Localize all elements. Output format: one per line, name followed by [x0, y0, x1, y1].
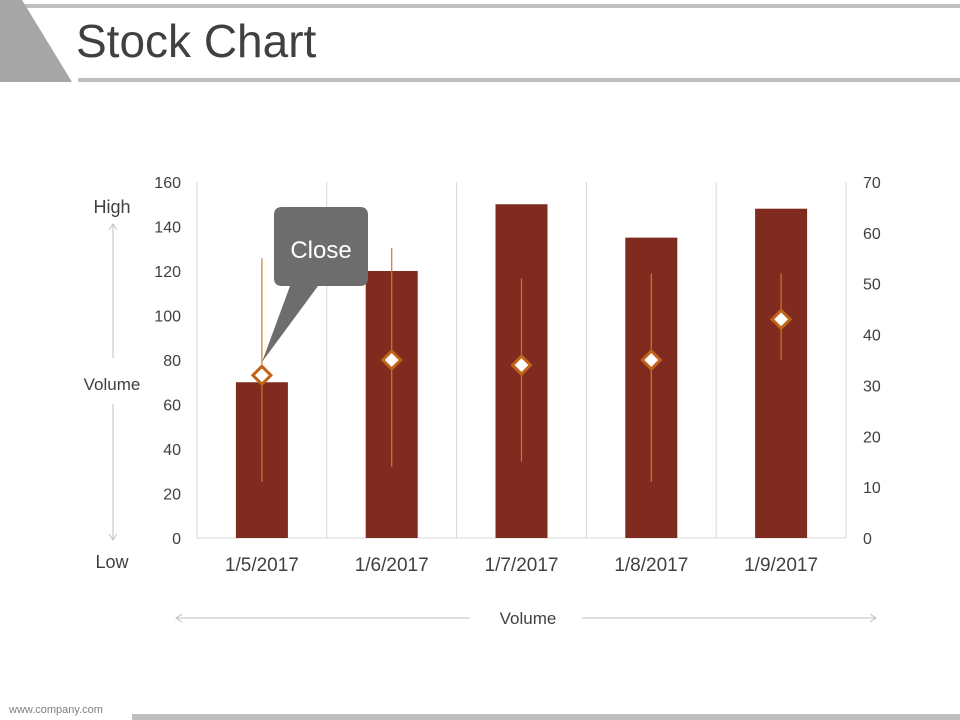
close-marker — [380, 348, 403, 372]
y-left-tick-label: 20 — [163, 487, 181, 504]
top-rule — [0, 4, 960, 8]
high-arrow-head — [108, 223, 118, 231]
high-label: High — [93, 197, 130, 217]
close-marker — [640, 348, 663, 372]
y-right-tick-label: 10 — [863, 480, 881, 497]
y-left-tick-label: 80 — [163, 353, 181, 370]
page-title: Stock Chart — [76, 15, 317, 67]
volume-bottom-label: Volume — [500, 609, 557, 628]
y-left-tick-label: 120 — [154, 264, 181, 281]
low-label: Low — [95, 552, 129, 572]
y-left-tick-label: 0 — [172, 531, 181, 548]
close-marker — [250, 364, 274, 387]
footer-url: www.company.com — [9, 704, 103, 716]
close-callout-label: Close — [290, 237, 351, 264]
close-callout — [262, 207, 368, 362]
y-right-tick-label: 30 — [863, 378, 881, 395]
x-tick-label: 1/7/2017 — [485, 555, 559, 576]
stock-chart: High Volume Low Close 1/5/2017 1/6/2017 1/… — [84, 175, 881, 628]
low-arrow-head — [108, 533, 118, 541]
x-tick-label: 1/6/2017 — [355, 555, 429, 576]
y-right-tick-label: 70 — [863, 175, 881, 192]
y-left-tick-label: 140 — [154, 220, 181, 237]
y-right-tick-label: 60 — [863, 226, 881, 243]
close-marker — [510, 353, 533, 377]
volume-arrow-left-head — [175, 613, 183, 623]
x-tick-label: 1/8/2017 — [614, 555, 688, 576]
y-right-tick-label: 20 — [863, 429, 881, 446]
y-right-tick-label: 0 — [863, 531, 872, 548]
volume-bar — [755, 208, 808, 538]
close-marker — [769, 308, 793, 331]
y-left-tick-label: 60 — [163, 398, 181, 415]
y-right-tick-label: 50 — [863, 277, 881, 294]
y-left-tick-label: 100 — [154, 309, 181, 326]
x-tick-label: 1/9/2017 — [744, 555, 818, 576]
volume-arrow-right-head — [869, 613, 877, 623]
title-corner-decoration — [0, 0, 72, 82]
y-right-tick-label: 40 — [863, 328, 881, 345]
x-tick-label: 1/5/2017 — [225, 555, 299, 576]
y-left-tick-label: 40 — [163, 442, 181, 459]
footer-rule — [132, 714, 960, 720]
y-left-tick-label: 160 — [154, 175, 181, 192]
volume-left-label: Volume — [84, 375, 141, 394]
title-rule — [78, 78, 960, 82]
